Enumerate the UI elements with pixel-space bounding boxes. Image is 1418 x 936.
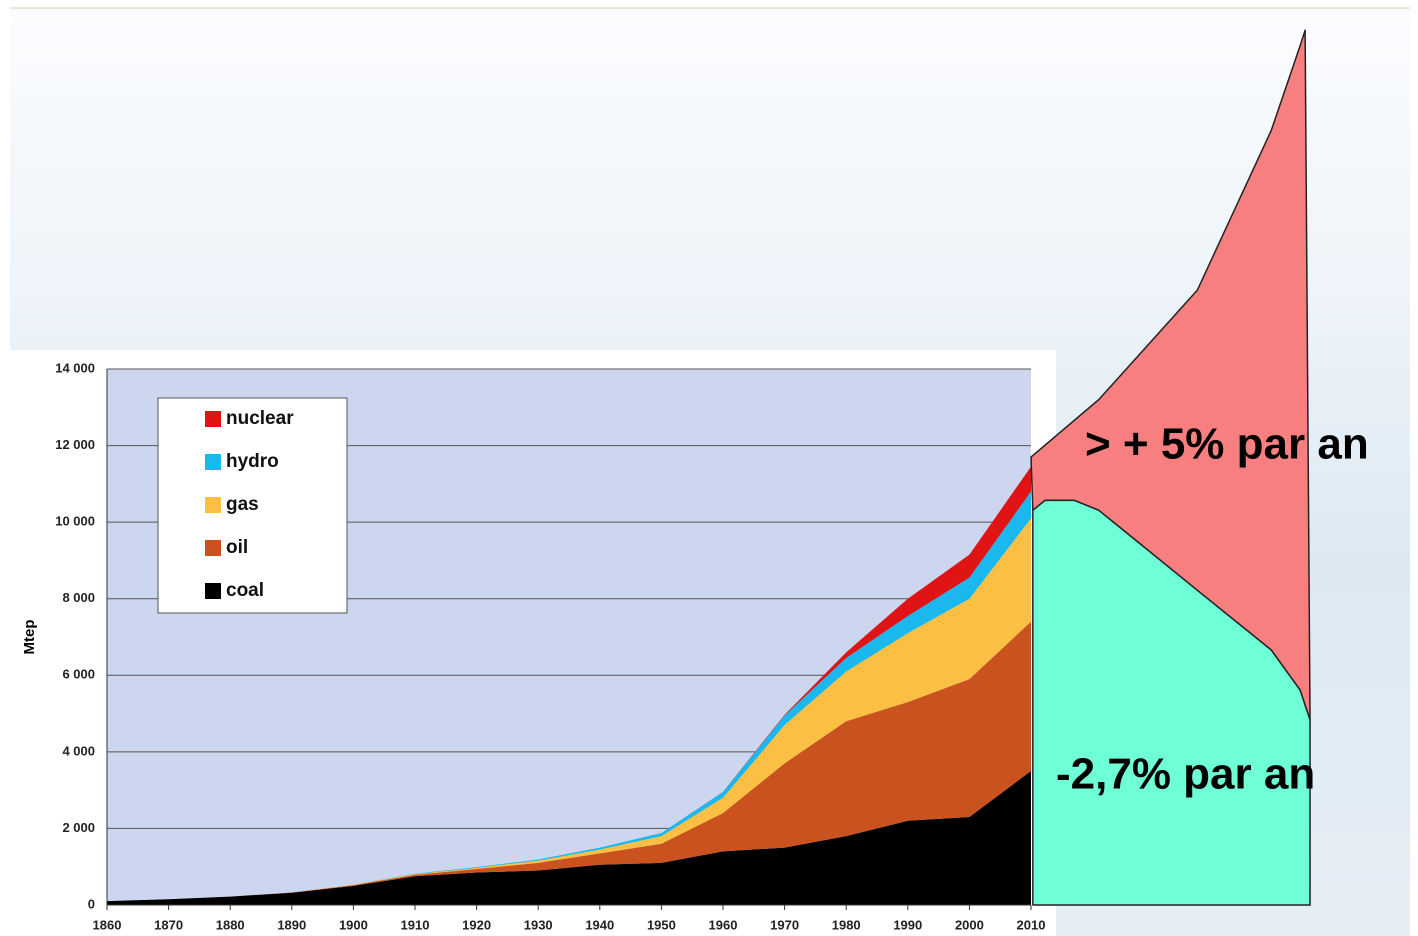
legend-label: gas	[226, 494, 259, 515]
y-tick-label: 2 000	[62, 820, 95, 835]
x-tick-label: 1990	[893, 917, 922, 932]
x-tick-label: 1900	[339, 917, 368, 932]
projection-decline	[1032, 499, 1311, 906]
y-tick-label: 4 000	[62, 743, 95, 758]
legend-box	[157, 397, 348, 614]
area-coal	[107, 771, 1031, 905]
area-oil	[107, 621, 1031, 902]
x-tick-label: 1920	[462, 917, 491, 932]
y-axis-label: Mtep	[21, 620, 38, 655]
legend-swatch	[205, 454, 221, 470]
y-tick-label: 14 000	[55, 360, 95, 375]
y-tick-label: 8 000	[62, 590, 95, 605]
x-tick-label: 1910	[401, 917, 430, 932]
legend-swatch	[205, 497, 221, 513]
x-tick-label: 1940	[585, 917, 614, 932]
legend-swatch	[205, 540, 221, 556]
legend-swatch	[205, 411, 221, 427]
annotation-growth: > + 5% par an	[1085, 420, 1369, 469]
x-tick-label: 1950	[647, 917, 676, 932]
legend-label: hydro	[226, 451, 279, 472]
x-tick-label: 2000	[955, 917, 984, 932]
x-tick-label: 1960	[709, 917, 738, 932]
y-tick-label: 12 000	[55, 437, 95, 452]
x-tick-label: 1970	[770, 917, 799, 932]
legend-swatch	[205, 583, 221, 599]
x-tick-label: 1980	[832, 917, 861, 932]
y-tick-label: 10 000	[55, 514, 95, 529]
legend-label: coal	[226, 580, 264, 601]
x-tick-label: 1860	[93, 917, 122, 932]
x-tick-label: 1870	[154, 917, 183, 932]
x-tick-label: 2010	[1017, 917, 1046, 932]
area-gas	[107, 518, 1031, 902]
x-tick-label: 1930	[524, 917, 553, 932]
y-tick-label: 0	[88, 896, 95, 911]
y-tick-label: 6 000	[62, 667, 95, 682]
x-tick-label: 1880	[216, 917, 245, 932]
legend-label: nuclear	[226, 408, 294, 429]
legend-label: oil	[226, 537, 248, 558]
annotation-decline: -2,7% par an	[1056, 750, 1315, 799]
x-tick-label: 1890	[277, 917, 306, 932]
